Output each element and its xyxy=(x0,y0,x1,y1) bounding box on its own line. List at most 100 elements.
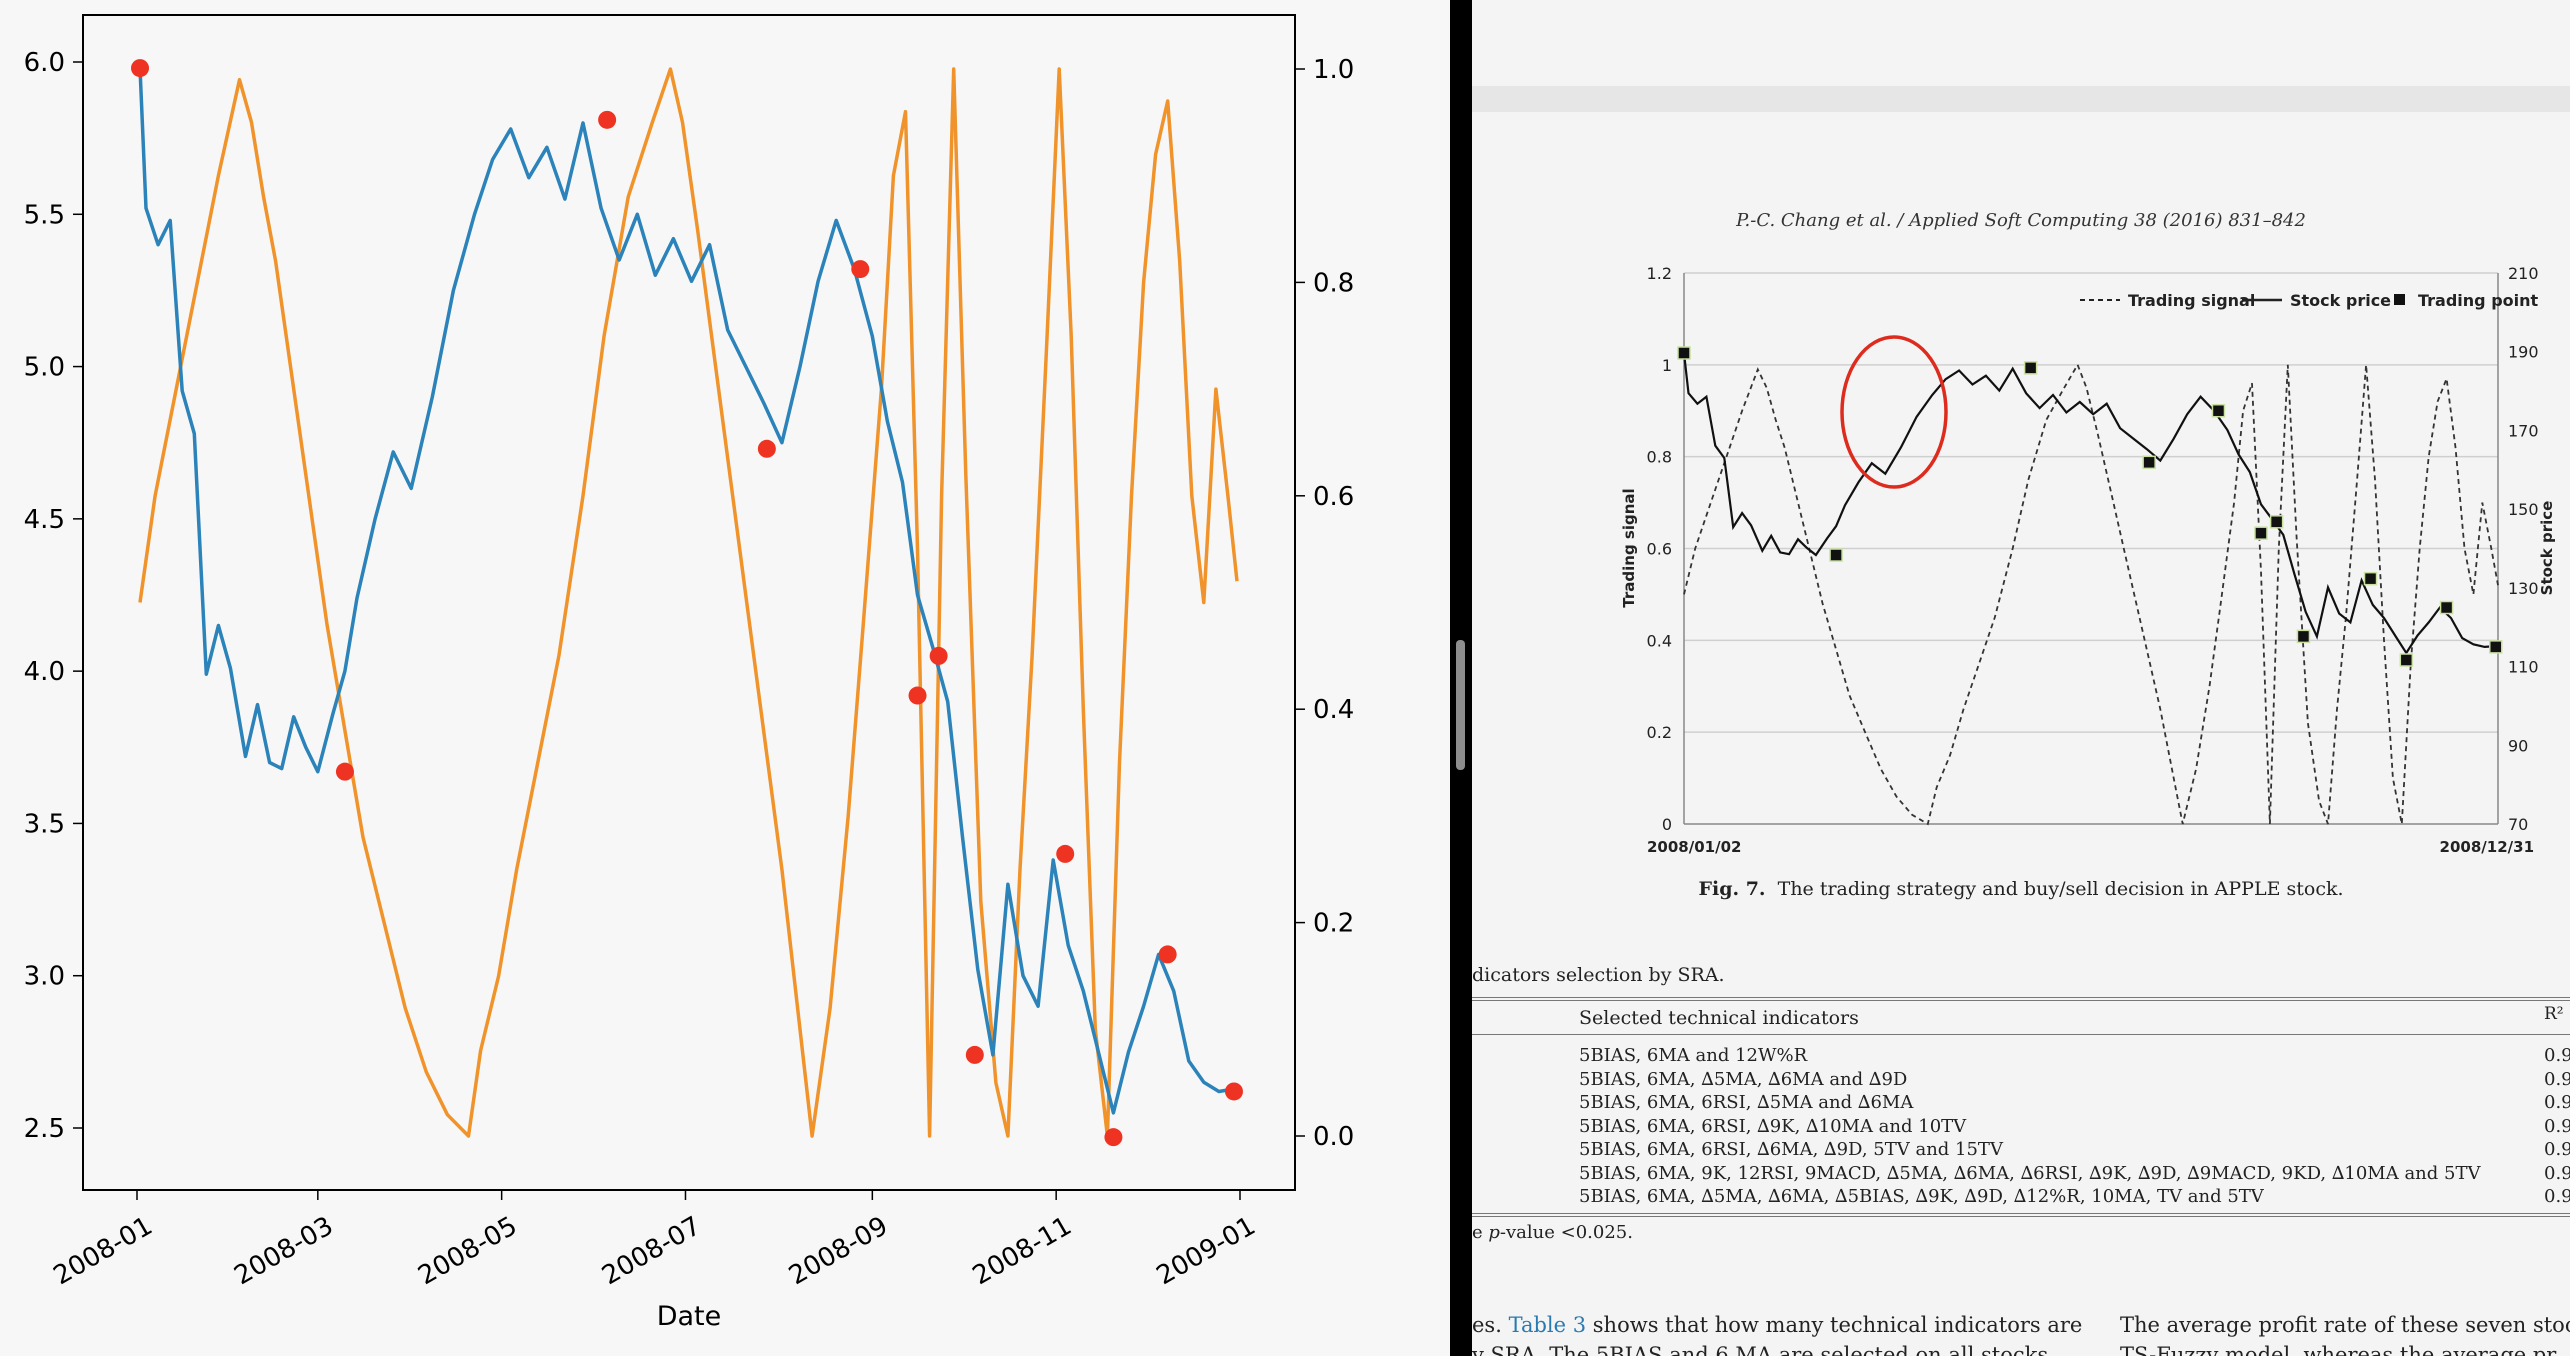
figure-x-start: 2008/01/02 xyxy=(1647,838,1741,856)
price-signal-plot: 2008-01 2008-03 2008-05 2008-07 2008-09 2008-… xyxy=(24,14,1354,1332)
legend-point-swatch xyxy=(2394,294,2405,305)
trade-point-marker xyxy=(335,762,354,781)
figure-trade-point xyxy=(2439,600,2454,615)
y-right-tick-label: 0.0 xyxy=(1313,1122,1354,1152)
table-row-r2: 0.9 xyxy=(2544,1092,2570,1113)
figure-y-left-tick: 0.2 xyxy=(1647,723,1672,742)
x-tick-label: 2008-05 xyxy=(413,1211,522,1291)
y-right-tick-label: 1.0 xyxy=(1313,55,1354,85)
table-row-r2: 0.9 xyxy=(2544,1068,2570,1090)
figure-frame: 1.2 1 0.8 0.6 0.4 0.2 0 210 190 170 150 130 110 90 70 T… xyxy=(1620,264,2556,856)
figure-y-left-tick: 1 xyxy=(1662,356,1672,375)
y-left-tick-label: 6.0 xyxy=(24,48,65,78)
table-row-r2: 0.9 xyxy=(2544,1115,2570,1137)
trade-point-marker xyxy=(1158,945,1177,964)
journal-header: P.-C. Chang et al. / Applied Soft Comput… xyxy=(1736,210,2306,231)
x-tick-label: 2008-11 xyxy=(968,1211,1077,1291)
figure-y-right-tick: 170 xyxy=(2508,421,2539,440)
trade-point-marker xyxy=(851,260,870,279)
table-row-r2: 0.9 xyxy=(2544,1139,2570,1160)
table-row-r2: 0.9 xyxy=(2544,1045,2570,1066)
table-rule-bottom-2 xyxy=(1472,1216,2570,1217)
x-tick-label: 2008-09 xyxy=(784,1211,893,1291)
body-text-column-2: The average profit rate of these seven s… xyxy=(2120,1310,2570,1356)
body-col2-line-1: The average profit rate of these seven s… xyxy=(2120,1313,2570,1337)
y-right-tick-label: 0.4 xyxy=(1313,695,1354,725)
body-col2-line-2: TS-Fuzzy model, whereas the average pr xyxy=(2120,1343,2557,1356)
table-row-indicators: 5BIAS, 6MA, 6RSI, ∆5MA and ∆6MA xyxy=(1579,1092,1914,1113)
figure-trade-point xyxy=(2363,571,2378,586)
figure-y-left-tick: 0.8 xyxy=(1647,448,1672,467)
price-series-line xyxy=(138,68,1238,1115)
figure-y-right-tick: 130 xyxy=(2508,579,2539,598)
table-header-indicators: Selected technical indicators xyxy=(1579,1007,1859,1029)
table-rule-bottom xyxy=(1472,1213,2570,1214)
trade-point-marker xyxy=(1224,1082,1243,1101)
table-row-indicators: 5BIAS, 6MA, 9K, 12RSI, 9MACD, ∆5MA, ∆6MA… xyxy=(1579,1162,2481,1184)
figure-trade-point xyxy=(2269,515,2284,529)
table-note-italic: p xyxy=(1488,1222,1500,1243)
y-left-tick-label: 5.0 xyxy=(24,353,65,383)
legend-trading-signal: Trading signal xyxy=(2128,291,2255,310)
figure-y-right-tick: 110 xyxy=(2508,658,2539,677)
figure-y-left-tick: 1.2 xyxy=(1647,264,1672,283)
table-row-indicators: 5BIAS, 6MA and 12W%R xyxy=(1579,1045,1808,1066)
body-text-rest: shows that how many technical indicators… xyxy=(1586,1313,2083,1337)
table-caption: dicators selection by SRA. xyxy=(1472,964,1725,986)
figure-y-left-tick: 0.6 xyxy=(1647,540,1672,559)
figure-7: 1.2 1 0.8 0.6 0.4 0.2 0 210 190 170 150 130 110 90 70 T… xyxy=(1620,264,2556,856)
figure-y-right-tick: 70 xyxy=(2508,815,2528,834)
table-row-r2: 0.9 xyxy=(2544,1162,2570,1184)
figure-y-left-label: Trading signal xyxy=(1620,488,1638,607)
trade-point-marker xyxy=(965,1045,984,1064)
figure-caption-text: The trading strategy and buy/sell decisi… xyxy=(1777,878,2344,900)
marker-layer xyxy=(131,59,1243,1147)
trade-point-marker xyxy=(908,686,927,705)
pdf-viewer-pane[interactable]: P.-C. Chang et al. / Applied Soft Comput… xyxy=(1472,0,2570,1356)
figure-caption: Fig. 7. The trading strategy and buy/sel… xyxy=(1472,878,2570,900)
y-left-tick-label: 5.5 xyxy=(24,200,65,230)
body-text-column-1: es. Table 3 shows that how many technica… xyxy=(1472,1310,2082,1356)
table-note-prefix: e xyxy=(1472,1222,1489,1243)
signal-series-line xyxy=(138,67,1239,1138)
x-tick-label: 2008-03 xyxy=(229,1211,338,1291)
y-left-tick-label: 2.5 xyxy=(24,1114,65,1144)
table-row-indicators: 5BIAS, 6MA, 6RSI, ∆9K, ∆10MA and 10TV xyxy=(1579,1115,1967,1137)
y-right-tick-label: 0.8 xyxy=(1313,268,1354,298)
figure-caption-label: Fig. 7. xyxy=(1698,878,1766,900)
figure-y-left-tick: 0.4 xyxy=(1647,631,1672,650)
trade-point-marker xyxy=(757,439,776,458)
table-3-link[interactable]: Table 3 xyxy=(1508,1313,1587,1337)
plot-axes-frame xyxy=(82,14,1296,1191)
y-right-tick-label: 0.2 xyxy=(1313,909,1354,939)
table-row-indicators: 5BIAS, 6MA, ∆5MA, ∆6MA and ∆9D xyxy=(1579,1068,1908,1090)
table-rule-top-2 xyxy=(1472,1000,2570,1001)
figure-trade-point xyxy=(2489,640,2503,654)
figure-trade-point xyxy=(2254,526,2268,540)
figure-y-right-tick: 150 xyxy=(2508,500,2539,519)
figure-trade-point xyxy=(2399,653,2414,667)
x-tick-label: 2009-01 xyxy=(1152,1211,1261,1291)
body-text-prefix: es. xyxy=(1472,1313,1509,1337)
figure-trade-point xyxy=(2211,403,2226,418)
figure-signal-line xyxy=(1683,362,2499,826)
table-rule-top xyxy=(1472,997,2570,998)
trade-point-marker xyxy=(131,59,150,78)
plot-pane: 2008-01 2008-03 2008-05 2008-07 2008-09 2008-… xyxy=(23,14,1355,1332)
table-note-rest: -value <0.025. xyxy=(1499,1222,1633,1243)
table-rule-header xyxy=(1472,1034,2570,1035)
divider-drag-handle[interactable] xyxy=(1456,640,1465,770)
figure-price-line xyxy=(1682,352,2499,656)
figure-y-left-tick: 0 xyxy=(1662,815,1672,834)
figure-trade-point xyxy=(1829,548,1843,562)
table-row-r2: 0.9 xyxy=(2544,1186,2570,1207)
table-note: e p-value <0.025. xyxy=(1472,1222,1633,1243)
y-left-tick-label: 4.5 xyxy=(24,505,65,535)
trade-point-marker xyxy=(929,646,948,665)
figure-trade-point xyxy=(2296,629,2311,644)
figure-x-end: 2008/12/31 xyxy=(2440,838,2534,856)
table-header-r2: R² xyxy=(2544,1004,2564,1024)
highlight-circle xyxy=(1840,335,1948,489)
figure-y-right-tick: 210 xyxy=(2508,264,2539,283)
x-axis-label: Date xyxy=(657,1301,722,1332)
